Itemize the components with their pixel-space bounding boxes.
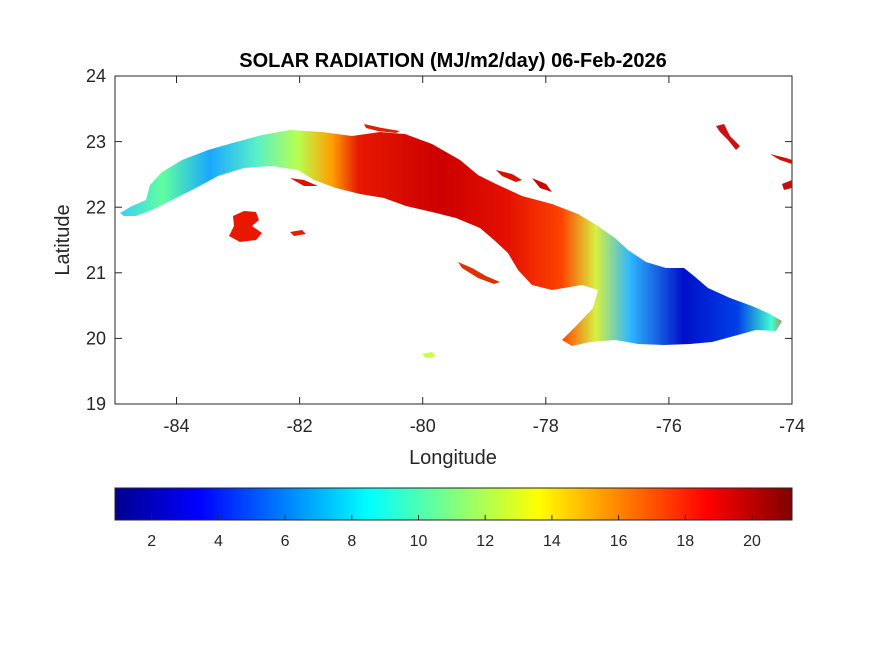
y-ticks [115,141,792,339]
island-fragment-3 [782,180,792,190]
colorbar-tick-label: 20 [743,533,761,550]
isla-de-la-juventud [229,211,262,242]
plot-title: SOLAR RADIATION (MJ/m2/day) 06-Feb-2026 [239,50,667,72]
colorbar-tick-label: 14 [543,533,561,550]
southern-cays [458,262,500,284]
island-fragment-1 [716,124,740,150]
axes-box [114,75,793,405]
colorbar: 2 4 6 8 10 12 14 16 18 20 [114,487,793,550]
x-axis-label: Longitude [409,447,497,469]
y-tick-label: 22 [86,198,106,218]
colorbar-tick-label: 16 [610,533,628,550]
x-tick-label: -84 [163,416,189,436]
colorbar-tick-label: 4 [214,533,223,550]
x-tick-label: -74 [779,416,805,436]
colorbar-tick-label: 18 [676,533,694,550]
x-tick-label: -76 [656,416,682,436]
colorbar-tick-label: 6 [281,533,290,550]
northern-cays [364,124,400,133]
southern-cays-2 [422,352,436,358]
map-axes: -84 -82 -80 -78 -76 -74 19 20 21 22 23 2… [52,66,805,469]
northern-cays-3 [532,178,552,192]
y-tick-label: 21 [86,263,106,283]
cuba-main-island [120,130,782,346]
x-tick-label: -80 [410,416,436,436]
colorbar-tick-label: 10 [410,533,428,550]
northern-cays-4 [290,178,318,186]
northern-cays-2 [496,170,522,182]
colorbar-ticks [151,515,753,520]
colorbar-tick-label: 12 [476,533,494,550]
x-tick-label: -78 [533,416,559,436]
southern-cays-3 [290,230,306,236]
x-ticks [176,76,670,404]
x-tick-label: -82 [287,416,313,436]
y-tick-label: 24 [86,66,106,86]
colorbar-tick-label: 8 [347,533,356,550]
colorbar-gradient [114,487,793,521]
y-tick-label: 20 [86,329,106,349]
y-tick-label: 23 [86,132,106,152]
y-tick-label: 19 [86,394,106,414]
colorbar-tick-label: 2 [147,533,156,550]
y-axis-label: Latitude [52,204,74,275]
island-fragment-2 [770,154,792,164]
